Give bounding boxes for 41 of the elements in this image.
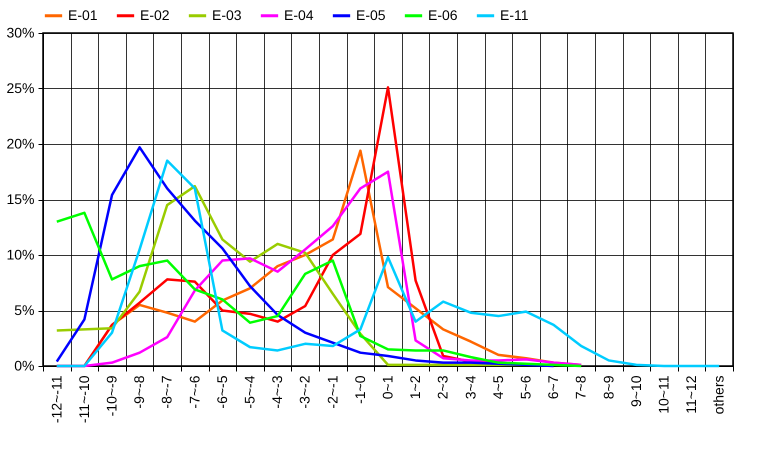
x-tick-label: -2~-1 bbox=[324, 375, 340, 409]
y-tick-label: 30% bbox=[6, 24, 34, 40]
line-series bbox=[56, 212, 582, 368]
x-tick-label: -11~-10 bbox=[76, 375, 92, 424]
x-tick-label: -7~-6 bbox=[186, 375, 202, 409]
legend-label: E-05 bbox=[356, 6, 386, 23]
y-tick-label: 25% bbox=[6, 80, 34, 96]
x-tick-label: -4~-3 bbox=[269, 375, 286, 409]
x-tick-label: 7~8 bbox=[572, 375, 589, 400]
y-tick-label: 5% bbox=[14, 302, 34, 318]
x-tick-label: 10~11 bbox=[656, 375, 672, 414]
x-tick-label: others bbox=[710, 376, 727, 414]
legend-label: E-01 bbox=[68, 6, 98, 23]
x-tick-label: -9~-8 bbox=[131, 375, 148, 409]
y-tick-label: 20% bbox=[6, 136, 34, 152]
x-tick-label: 11~12 bbox=[683, 375, 700, 414]
y-tick-label: 10% bbox=[6, 246, 34, 262]
legend-label: E-03 bbox=[212, 6, 242, 23]
legend-label: E-11 bbox=[500, 6, 529, 23]
x-tick-label: 2~3 bbox=[434, 375, 451, 400]
legend-label: E-02 bbox=[140, 6, 170, 23]
x-tick-label: -5~-4 bbox=[242, 375, 258, 409]
x-tick-label: 8~9 bbox=[600, 375, 616, 400]
x-tick-label: 4~5 bbox=[490, 375, 506, 400]
x-tick-label: -1~0 bbox=[352, 375, 368, 404]
x-tick-label: -3~-2 bbox=[296, 375, 313, 409]
x-tick-label: 1~2 bbox=[407, 375, 424, 400]
x-tick-label: -10~-9 bbox=[104, 375, 120, 416]
x-tick-label: -12~-11 bbox=[48, 375, 64, 424]
x-tick-label: 6~7 bbox=[545, 375, 562, 400]
line-series bbox=[56, 159, 720, 368]
x-tick-label: 3~4 bbox=[462, 375, 478, 400]
x-tick-label: -6~-5 bbox=[214, 375, 230, 409]
x-tick-label: 5~6 bbox=[518, 375, 534, 400]
y-tick-label: 15% bbox=[6, 191, 34, 207]
x-tick-label: -8~-7 bbox=[158, 375, 175, 409]
x-tick-label: 0~1 bbox=[380, 375, 396, 400]
x-tick-label: 9~10 bbox=[628, 375, 644, 408]
legend-label: E-04 bbox=[284, 6, 314, 23]
legend-label: E-06 bbox=[428, 6, 458, 23]
y-tick-label: 0% bbox=[14, 358, 34, 374]
